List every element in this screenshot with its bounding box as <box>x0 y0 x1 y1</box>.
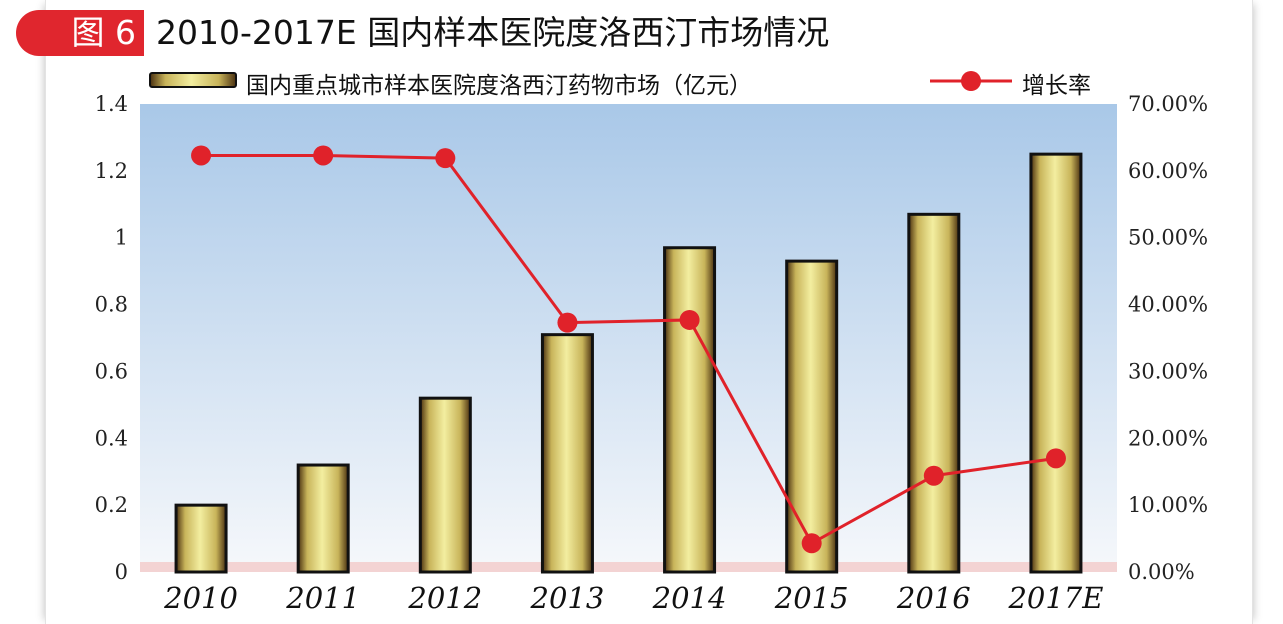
bar-2014 <box>663 246 717 574</box>
right-tick-label: 0.00% <box>1128 560 1195 584</box>
bar-2011 <box>296 463 350 574</box>
left-tick-label: 1 <box>115 226 128 250</box>
growth-point-2011 <box>313 145 334 166</box>
left-tick-label: 0.8 <box>95 293 128 317</box>
baseline-strip <box>140 562 1117 572</box>
right-tick-label: 10.00% <box>1128 493 1208 517</box>
left-tick-label: 0 <box>115 560 128 584</box>
growth-point-2013 <box>557 312 578 333</box>
figure-badge: 图 6 <box>16 10 144 56</box>
growth-point-2017E <box>1045 448 1066 469</box>
legend-line-label: 增长率 <box>1022 73 1091 99</box>
bar-2012 <box>418 396 472 574</box>
right-tick-label: 60.00% <box>1128 159 1208 183</box>
x-tick-label: 2011 <box>285 581 360 615</box>
growth-point-2016 <box>923 465 944 486</box>
figure-header: 图 6 2010-2017E 国内样本医院度洛西汀市场情况 <box>0 10 1283 56</box>
growth-point-2012 <box>435 148 456 169</box>
legend-bar-label: 国内重点城市样本医院度洛西汀药物市场（亿元） <box>246 73 752 99</box>
right-tick-label: 30.00% <box>1128 359 1208 383</box>
legend-bar-swatch <box>149 72 237 88</box>
bar-2016 <box>907 212 961 574</box>
x-axis-ticks: 2010 2011 2012 2013 2014 2015 2016 2017E <box>163 581 1103 615</box>
left-tick-label: 0.4 <box>95 426 128 450</box>
x-tick-label: 2012 <box>407 581 482 615</box>
x-tick-label: 2014 <box>652 581 727 615</box>
bar-series <box>174 152 1083 574</box>
growth-rate-line <box>201 153 1057 546</box>
x-tick-label: 2016 <box>896 581 971 615</box>
chart-title: 2010-2017E 国内样本医院度洛西汀市场情况 <box>156 13 830 52</box>
left-tick-label: 0.2 <box>95 493 128 517</box>
right-tick-label: 40.00% <box>1128 293 1208 317</box>
x-tick-label: 2015 <box>774 581 849 615</box>
left-tick-label: 0.6 <box>95 359 128 383</box>
x-tick-label: 2013 <box>530 581 605 615</box>
x-tick-label: 2017E <box>1007 581 1103 615</box>
left-tick-label: 1.4 <box>95 92 128 116</box>
plot-area <box>140 104 1117 572</box>
growth-point-2014 <box>679 309 700 330</box>
right-tick-label: 20.00% <box>1128 426 1208 450</box>
growth-point-2010 <box>191 145 212 166</box>
bar-2017E <box>1029 152 1083 574</box>
bar-2015 <box>785 259 839 574</box>
legend-line-marker <box>961 71 981 91</box>
growth-point-2015 <box>801 533 822 554</box>
growth-rate-series <box>191 145 1066 554</box>
x-tick-label: 2010 <box>163 581 238 615</box>
bar-2010 <box>174 503 228 574</box>
right-tick-label: 70.00% <box>1128 92 1208 116</box>
right-tick-label: 50.00% <box>1128 226 1208 250</box>
left-tick-label: 1.2 <box>95 159 128 183</box>
legend: 国内重点城市样本医院度洛西汀药物市场（亿元） 增长率 <box>149 71 1091 99</box>
left-axis-ticks: 0 0.2 0.4 0.6 0.8 1 1.2 1.4 <box>95 92 128 584</box>
bar-2013 <box>540 333 594 574</box>
right-axis-ticks: 0.00% 10.00% 20.00% 30.00% 40.00% 50.00% 60.00… <box>1128 92 1208 584</box>
